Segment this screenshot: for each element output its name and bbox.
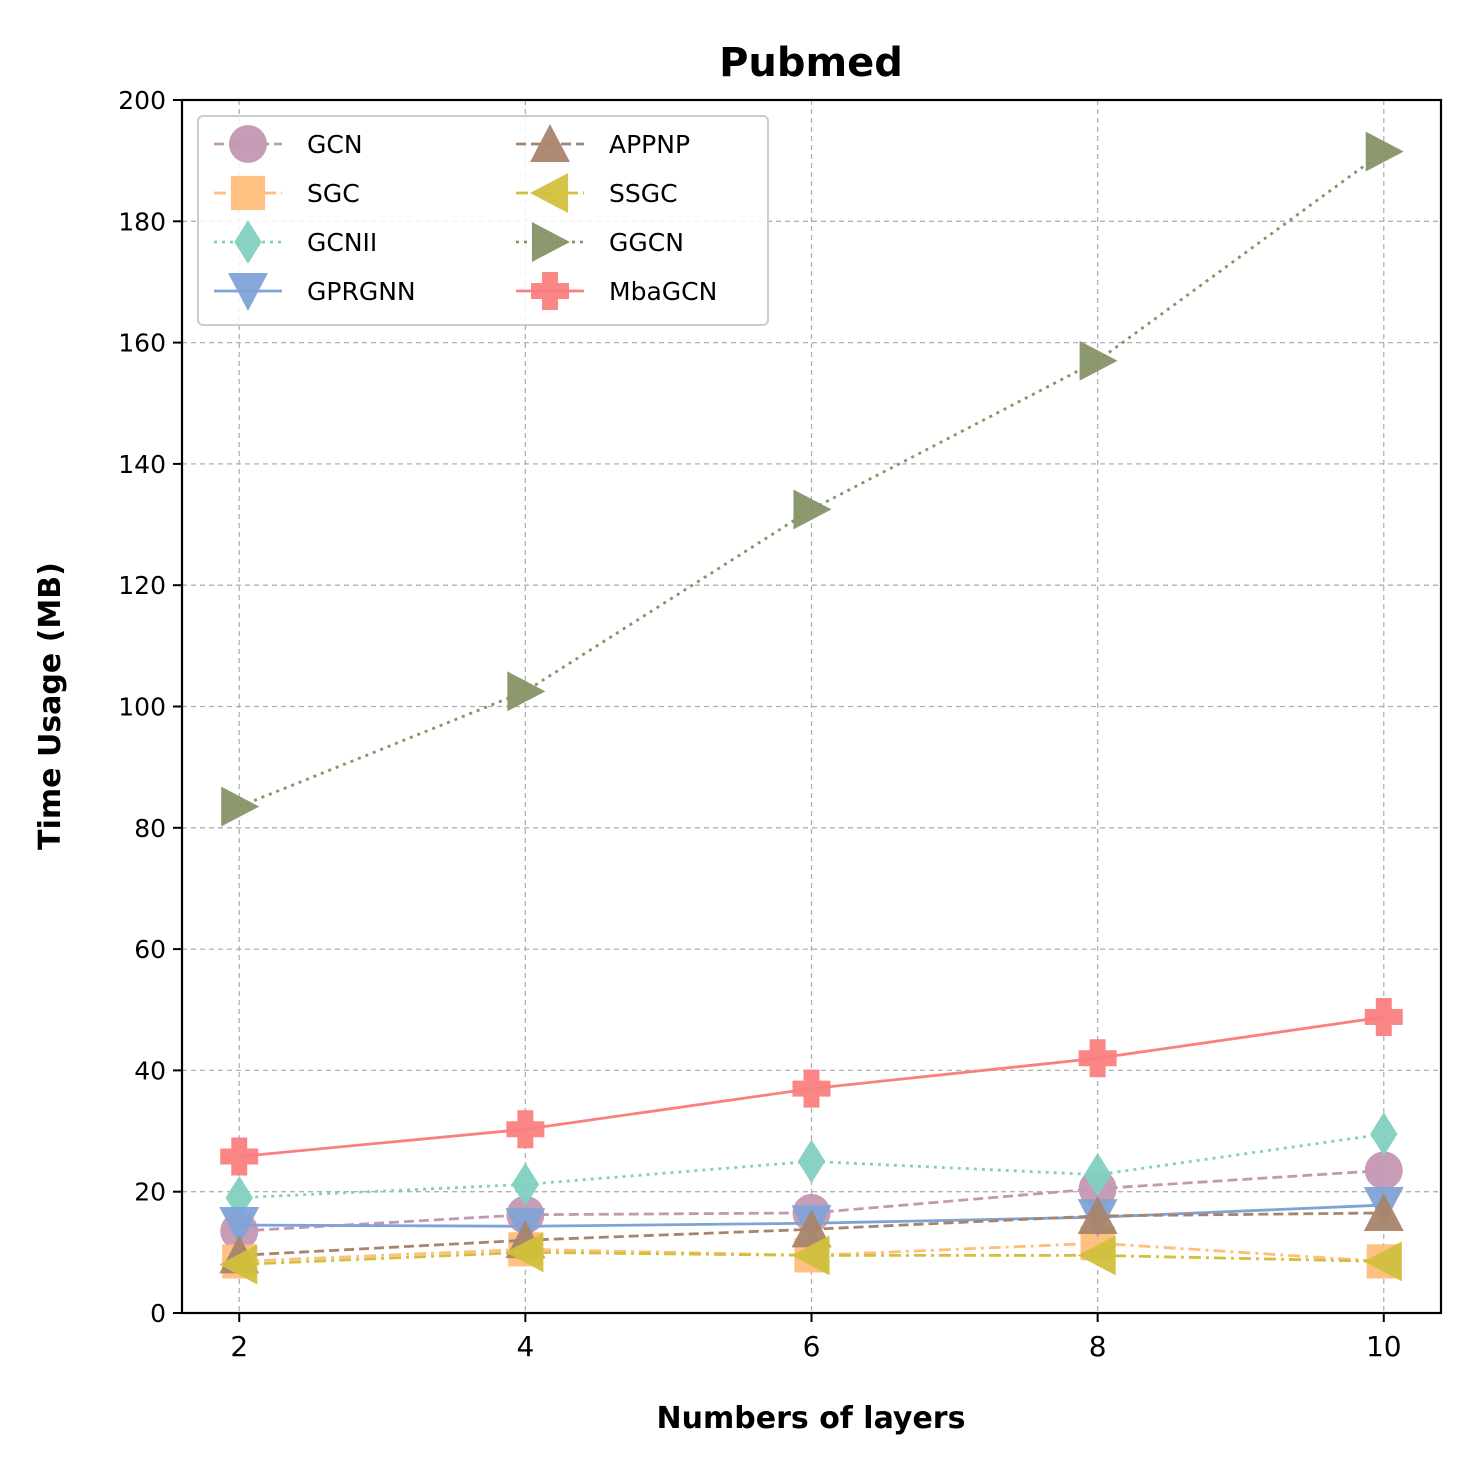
legend-label-gcn: GCN [307,130,363,159]
y-tick-label: 100 [118,693,166,722]
y-tick-label: 80 [134,814,166,843]
legend-label-gprgnn: GPRGNN [307,277,416,306]
y-tick-label: 160 [118,329,166,358]
y-tick-label: 0 [150,1299,166,1328]
x-tick-label: 6 [803,1330,821,1363]
y-tick-label: 200 [118,86,166,115]
data-point-mbagcn [792,1069,831,1108]
data-point-mbagcn [1364,998,1403,1037]
data-point-ssgc [505,1232,544,1273]
data-point-ggcn [221,786,260,827]
data-point-ssgc [1363,1241,1402,1282]
data-point-ssgc [1077,1235,1116,1276]
legend-marker-gcnii [234,220,262,264]
legend: GCN SGC GCNII GPRGNN APPNP SSGC GGCN MbaGCN [197,115,769,326]
data-point-mbagcn [220,1137,259,1176]
data-point-ggcn [1365,131,1404,172]
y-axis-label: Time Usage (MB) [33,562,68,850]
legend-label-ssgc: SSGC [609,179,678,208]
y-tick-label: 60 [134,935,166,964]
data-point-gcnii [511,1162,540,1207]
data-point-appnp [1077,1196,1118,1235]
data-point-gcn [1364,1151,1403,1190]
data-point-gprgnn [219,1207,260,1246]
legend-marker-gcn [229,125,267,163]
x-tick-label: 8 [1089,1330,1107,1363]
data-point-ggcn [1079,340,1118,381]
y-tick-label: 40 [134,1056,166,1085]
legend-box [197,115,769,326]
data-point-gcnii [1370,1112,1398,1156]
series-line-ggcn [238,150,1385,808]
legend-marker-sgc [230,175,266,211]
legend-marker-gprgnn [228,272,268,311]
data-point-gcnii [1083,1152,1112,1197]
data-point-ssgc [791,1235,830,1276]
legend-marker-mbagcn [531,272,569,310]
legend-marker-ggcn [531,222,570,262]
y-tick-label: 120 [118,571,166,600]
series-mbagcn [220,998,1403,1176]
legend-label-sgc: SGC [307,179,360,208]
series-ssgc [219,1232,1402,1285]
data-point-ggcn [793,489,832,530]
data-point-ssgc [219,1244,258,1285]
axes: 0 20 40 60 80 100 120 140 160 180 200 2 4 6 8 10 [118,86,1401,1363]
y-tick-label: 180 [118,207,166,236]
data-point-mbagcn [1078,1039,1117,1078]
x-tick-label: 2 [230,1330,248,1363]
legend-label-mbagcn: MbaGCN [609,277,717,306]
data-point-gcnii [797,1139,826,1184]
series-ggcn [221,131,1404,827]
data-point-appnp [1363,1192,1404,1231]
plot-series [219,131,1404,1285]
y-tick-label: 140 [118,450,166,479]
chart-title: Pubmed [719,40,903,86]
legend-label-ggcn: GGCN [609,228,684,257]
series-line-sgc [239,1241,1384,1263]
data-point-appnp [791,1209,832,1248]
data-point-ggcn [507,671,546,712]
legend-marker-appnp [530,124,570,163]
x-tick-label: 10 [1366,1330,1402,1363]
legend-marker-ssgc [530,173,569,213]
x-tick-label: 4 [516,1330,534,1363]
x-axis-label: Numbers of layers [657,1401,966,1436]
legend-label-gcnii: GCNII [307,228,377,257]
series-line-ssgc [239,1250,1384,1266]
y-tick-label: 20 [134,1178,166,1207]
legend-label-appnp: APPNP [609,130,690,159]
data-point-mbagcn [506,1110,545,1149]
